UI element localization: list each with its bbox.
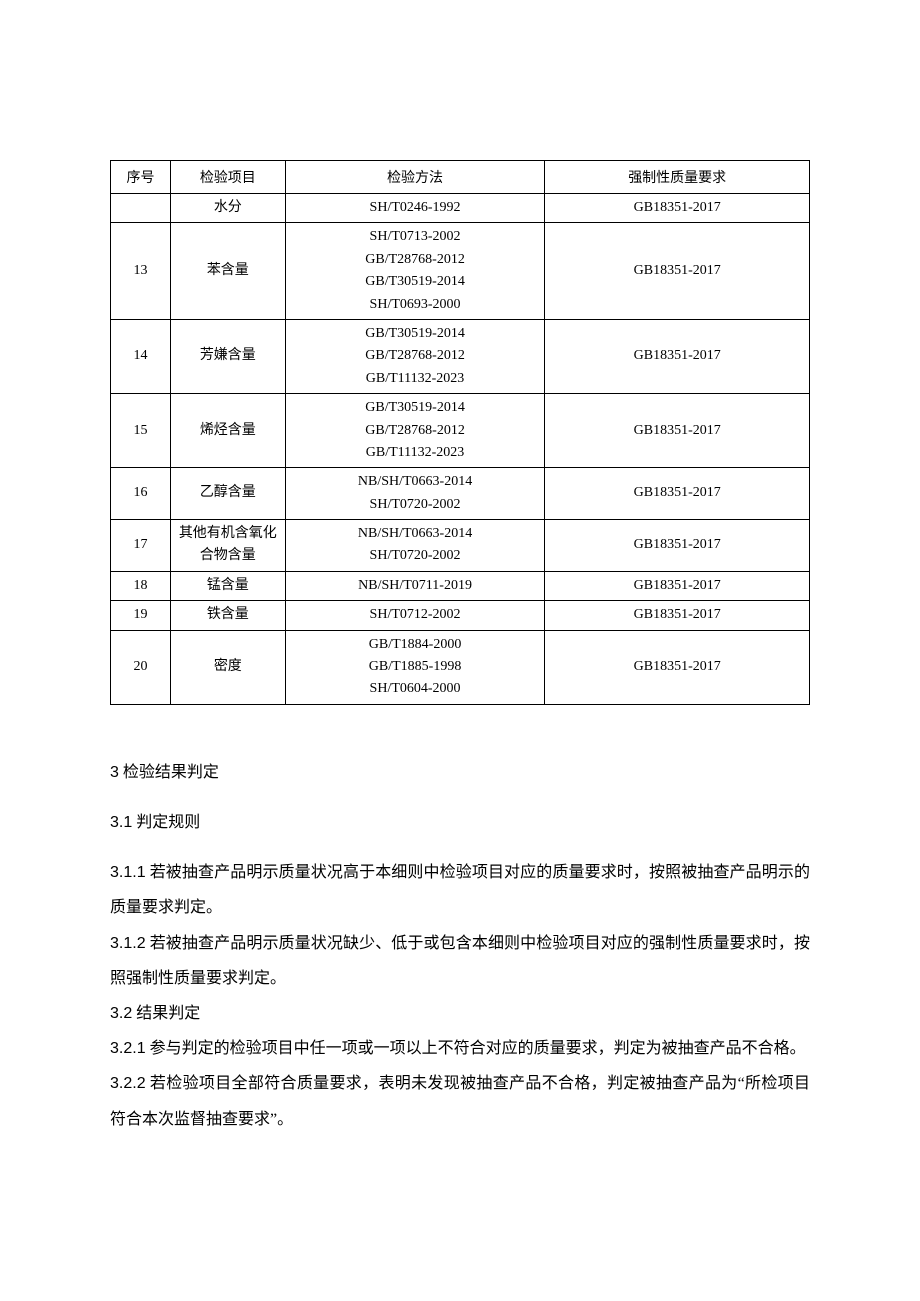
header-method: 检验方法 xyxy=(285,161,545,194)
clause-number: 3.2.1 xyxy=(110,1040,146,1057)
section-3-2-heading: 3.2 结果判定 xyxy=(110,996,810,1031)
cell-seq: 20 xyxy=(111,630,171,704)
clause-number: 3.1.2 xyxy=(110,935,146,952)
cell-method: NB/SH/T0711-2019 xyxy=(285,571,545,600)
table-row: 13 苯含量 SH/T0713-2002 GB/T28768-2012 GB/T… xyxy=(111,223,810,320)
paragraph-3-1-2: 3.1.2 若被抽查产品明示质量状况缺少、低于或包含本细则中检验项目对应的强制性… xyxy=(110,926,810,996)
clause-text: 若检验项目全部符合质量要求，表明未发现被抽查产品不合格，判定被抽查产品为“所检项… xyxy=(110,1075,810,1127)
cell-item: 锰含量 xyxy=(170,571,285,600)
cell-seq: 14 xyxy=(111,319,171,393)
cell-method: SH/T0246-1992 xyxy=(285,194,545,223)
paragraph-3-2-1: 3.2.1 参与判定的检验项目中任一项或一项以上不符合对应的质量要求，判定为被抽… xyxy=(110,1031,810,1066)
header-req: 强制性质量要求 xyxy=(545,161,810,194)
cell-seq: 19 xyxy=(111,601,171,630)
cell-item: 乙醇含量 xyxy=(170,468,285,520)
header-seq: 序号 xyxy=(111,161,171,194)
table-row: 16 乙醇含量 NB/SH/T0663-2014 SH/T0720-2002 G… xyxy=(111,468,810,520)
clause-number: 3.1.1 xyxy=(110,864,146,881)
section-3-heading: 3 检验结果判定 xyxy=(110,755,810,790)
cell-req: GB18351-2017 xyxy=(545,319,810,393)
table-header-row: 序号 检验项目 检验方法 强制性质量要求 xyxy=(111,161,810,194)
clause-text: 若被抽查产品明示质量状况高于本细则中检验项目对应的质量要求时，按照被抽查产品明示… xyxy=(110,864,810,916)
table-row: 14 芳嫌含量 GB/T30519-2014 GB/T28768-2012 GB… xyxy=(111,319,810,393)
cell-method: GB/T30519-2014 GB/T28768-2012 GB/T11132-… xyxy=(285,394,545,468)
clause-number: 3.2.2 xyxy=(110,1075,146,1092)
section-title: 结果判定 xyxy=(132,1005,200,1022)
cell-item: 水分 xyxy=(170,194,285,223)
cell-seq: 15 xyxy=(111,394,171,468)
cell-seq: 18 xyxy=(111,571,171,600)
cell-req: GB18351-2017 xyxy=(545,571,810,600)
section-number: 3 xyxy=(110,764,119,781)
table-row: 20 密度 GB/T1884-2000 GB/T1885-1998 SH/T06… xyxy=(111,630,810,704)
cell-seq xyxy=(111,194,171,223)
section-title: 判定规则 xyxy=(132,814,200,831)
header-item: 检验项目 xyxy=(170,161,285,194)
cell-req: GB18351-2017 xyxy=(545,468,810,520)
section-3-1-heading: 3.1 判定规则 xyxy=(110,805,810,840)
cell-item: 密度 xyxy=(170,630,285,704)
clause-text: 参与判定的检验项目中任一项或一项以上不符合对应的质量要求，判定为被抽查产品不合格… xyxy=(146,1040,806,1057)
section-number: 3.1 xyxy=(110,814,132,831)
cell-item: 芳嫌含量 xyxy=(170,319,285,393)
table-row: 17 其他有机含氧化合物含量 NB/SH/T0663-2014 SH/T0720… xyxy=(111,520,810,572)
section-title: 检验结果判定 xyxy=(119,764,219,781)
paragraph-3-1-1: 3.1.1 若被抽查产品明示质量状况高于本细则中检验项目对应的质量要求时，按照被… xyxy=(110,855,810,925)
cell-method: SH/T0713-2002 GB/T28768-2012 GB/T30519-2… xyxy=(285,223,545,320)
cell-method: GB/T30519-2014 GB/T28768-2012 GB/T11132-… xyxy=(285,319,545,393)
cell-req: GB18351-2017 xyxy=(545,394,810,468)
cell-req: GB18351-2017 xyxy=(545,601,810,630)
cell-item: 苯含量 xyxy=(170,223,285,320)
table-row: 15 烯烃含量 GB/T30519-2014 GB/T28768-2012 GB… xyxy=(111,394,810,468)
clause-text: 若被抽查产品明示质量状况缺少、低于或包含本细则中检验项目对应的强制性质量要求时，… xyxy=(110,935,810,987)
inspection-table: 序号 检验项目 检验方法 强制性质量要求 水分 SH/T0246-1992 GB… xyxy=(110,160,810,705)
cell-item: 其他有机含氧化合物含量 xyxy=(170,520,285,572)
cell-req: GB18351-2017 xyxy=(545,520,810,572)
cell-method: SH/T0712-2002 xyxy=(285,601,545,630)
cell-req: GB18351-2017 xyxy=(545,223,810,320)
paragraph-3-2-2: 3.2.2 若检验项目全部符合质量要求，表明未发现被抽查产品不合格，判定被抽查产… xyxy=(110,1066,810,1136)
cell-item: 铁含量 xyxy=(170,601,285,630)
section-number: 3.2 xyxy=(110,1005,132,1022)
cell-req: GB18351-2017 xyxy=(545,194,810,223)
table-row: 18 锰含量 NB/SH/T0711-2019 GB18351-2017 xyxy=(111,571,810,600)
cell-req: GB18351-2017 xyxy=(545,630,810,704)
cell-seq: 16 xyxy=(111,468,171,520)
cell-method: NB/SH/T0663-2014 SH/T0720-2002 xyxy=(285,520,545,572)
cell-seq: 17 xyxy=(111,520,171,572)
cell-seq: 13 xyxy=(111,223,171,320)
table-row: 水分 SH/T0246-1992 GB18351-2017 xyxy=(111,194,810,223)
table-row: 19 铁含量 SH/T0712-2002 GB18351-2017 xyxy=(111,601,810,630)
cell-method: NB/SH/T0663-2014 SH/T0720-2002 xyxy=(285,468,545,520)
cell-item: 烯烃含量 xyxy=(170,394,285,468)
cell-method: GB/T1884-2000 GB/T1885-1998 SH/T0604-200… xyxy=(285,630,545,704)
